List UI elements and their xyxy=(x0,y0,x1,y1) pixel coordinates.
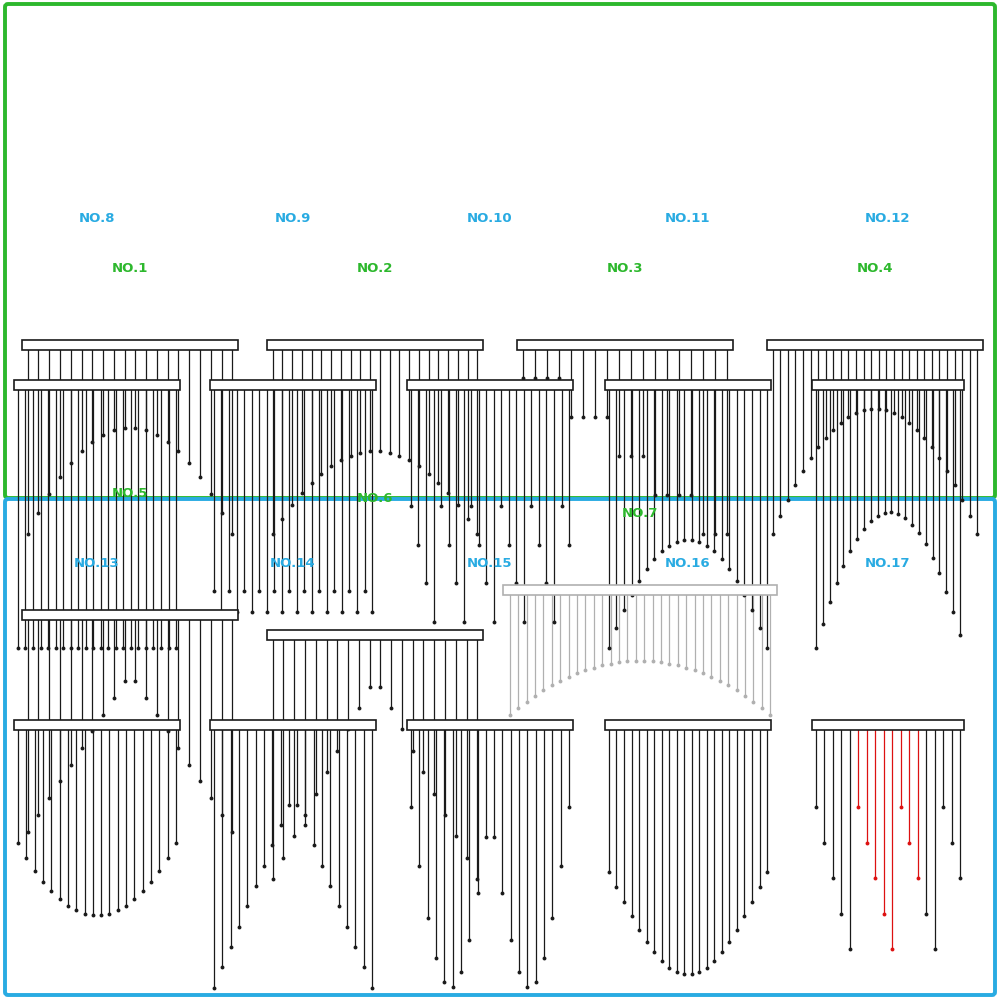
Bar xyxy=(503,585,777,595)
Bar xyxy=(767,340,983,350)
Bar xyxy=(605,720,771,730)
FancyBboxPatch shape xyxy=(5,4,995,498)
Text: NO.1: NO.1 xyxy=(112,262,148,275)
Bar xyxy=(22,610,238,620)
Bar xyxy=(407,720,573,730)
Text: NO.13: NO.13 xyxy=(74,557,120,570)
Text: NO.7: NO.7 xyxy=(622,507,658,520)
Text: NO.15: NO.15 xyxy=(467,557,513,570)
FancyBboxPatch shape xyxy=(5,499,995,995)
Text: NO.17: NO.17 xyxy=(865,557,911,570)
Bar xyxy=(407,380,573,390)
Bar xyxy=(14,380,180,390)
Text: NO.3: NO.3 xyxy=(607,262,643,275)
Bar xyxy=(605,380,771,390)
Bar xyxy=(267,630,483,640)
Text: NO.5: NO.5 xyxy=(112,487,148,500)
Bar xyxy=(812,720,964,730)
Text: NO.9: NO.9 xyxy=(275,212,311,225)
Bar xyxy=(517,340,733,350)
Text: NO.6: NO.6 xyxy=(357,492,393,505)
Text: NO.10: NO.10 xyxy=(467,212,513,225)
Text: NO.4: NO.4 xyxy=(857,262,893,275)
Text: NO.11: NO.11 xyxy=(665,212,711,225)
Text: NO.14: NO.14 xyxy=(270,557,316,570)
Bar xyxy=(14,720,180,730)
Text: NO.12: NO.12 xyxy=(865,212,911,225)
Bar xyxy=(22,340,238,350)
Text: NO.2: NO.2 xyxy=(357,262,393,275)
Bar xyxy=(210,720,376,730)
Text: NO.8: NO.8 xyxy=(79,212,115,225)
Bar xyxy=(812,380,964,390)
Text: NO.16: NO.16 xyxy=(665,557,711,570)
Bar xyxy=(210,380,376,390)
Bar xyxy=(267,340,483,350)
